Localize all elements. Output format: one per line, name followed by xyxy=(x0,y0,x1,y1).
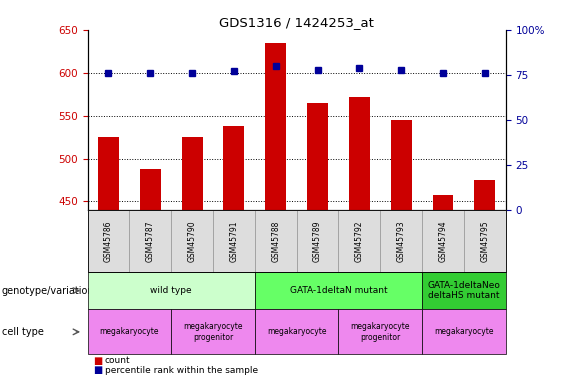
Text: ■: ■ xyxy=(93,356,102,366)
Bar xyxy=(349,97,370,210)
Text: megakaryocyte
progenitor: megakaryocyte progenitor xyxy=(183,322,243,342)
Text: wild type: wild type xyxy=(150,286,192,295)
Text: GSM45789: GSM45789 xyxy=(313,220,322,262)
Bar xyxy=(224,126,244,210)
Bar xyxy=(433,195,453,210)
Text: GSM45794: GSM45794 xyxy=(438,220,447,262)
Bar xyxy=(266,43,286,210)
Text: GATA-1deltaNeo
deltaHS mutant: GATA-1deltaNeo deltaHS mutant xyxy=(428,281,500,300)
Bar xyxy=(98,137,119,210)
Text: GATA-1deltaN mutant: GATA-1deltaN mutant xyxy=(290,286,387,295)
Text: GSM45792: GSM45792 xyxy=(355,220,364,262)
Text: GSM45793: GSM45793 xyxy=(397,220,406,262)
Text: megakaryocyte: megakaryocyte xyxy=(99,327,159,336)
Text: count: count xyxy=(105,356,130,365)
Bar xyxy=(391,120,412,210)
Bar xyxy=(307,103,328,210)
Text: megakaryocyte: megakaryocyte xyxy=(434,327,494,336)
Text: megakaryocyte: megakaryocyte xyxy=(267,327,327,336)
Text: megakaryocyte
progenitor: megakaryocyte progenitor xyxy=(350,322,410,342)
Title: GDS1316 / 1424253_at: GDS1316 / 1424253_at xyxy=(219,16,374,29)
Text: percentile rank within the sample: percentile rank within the sample xyxy=(105,366,258,375)
Text: GSM45786: GSM45786 xyxy=(104,220,113,262)
Bar xyxy=(140,169,161,210)
Text: GSM45790: GSM45790 xyxy=(188,220,197,262)
Text: GSM45787: GSM45787 xyxy=(146,220,155,262)
Bar xyxy=(475,180,496,210)
Bar xyxy=(182,137,202,210)
Text: cell type: cell type xyxy=(2,327,44,337)
Text: ■: ■ xyxy=(93,366,102,375)
Text: genotype/variation: genotype/variation xyxy=(2,286,94,296)
Text: GSM45795: GSM45795 xyxy=(480,220,489,262)
Text: GSM45791: GSM45791 xyxy=(229,220,238,262)
Text: GSM45788: GSM45788 xyxy=(271,220,280,262)
